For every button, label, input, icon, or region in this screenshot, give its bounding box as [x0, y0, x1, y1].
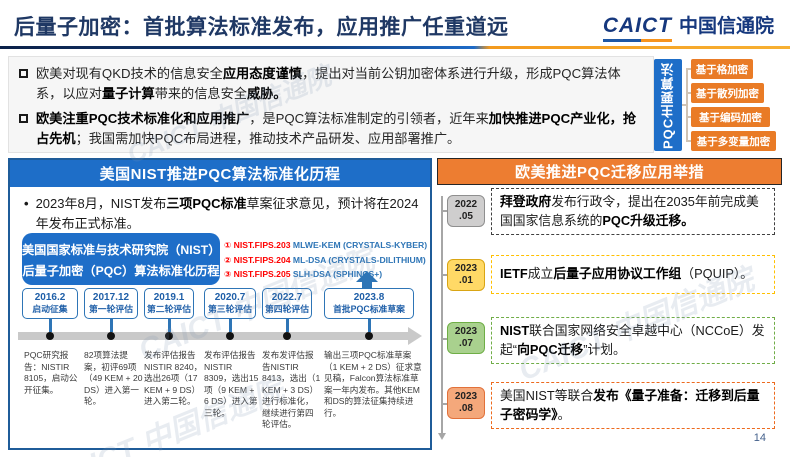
tree-line: [686, 140, 691, 142]
timeline-note: 发布发评估报告NISTIR 8413，选出（1 KEM + 3 DS）进行标准化…: [262, 350, 321, 429]
measure-box: NIST联合国家网络安全卓越中心（NCCoE）发起“向PQC迁移”计划。: [491, 317, 775, 364]
pqc-migration-panel: 欧美推进PQC迁移应用举措 2022 .05 拜登政府发布行政令，提出在2035…: [437, 158, 782, 450]
down-arrow-icon: [438, 433, 446, 440]
tree-line: [686, 116, 691, 118]
timeline-note: 输出三项PQC标准草案（1 KEM + 2 DS）征求意见稿，Falcon算法标…: [324, 350, 422, 418]
bullet-item: 欧美注重PQC技术标准化和应用推广，是PQC算法标准制定的引领者，近年来加快推进…: [19, 109, 643, 149]
fips-item: ② NIST.FIPS.204 ML-DSA (CRYSTALS-DILITHI…: [224, 254, 426, 265]
timeline-bar: [18, 332, 410, 340]
page-number: 14: [753, 432, 766, 444]
fips-item: ③ NIST.FIPS.205 SLH-DSA (SPHINCS+): [224, 269, 383, 279]
up-arrow-shaft: [362, 281, 372, 290]
timeline-note: 发布评估报告NISTIR 8309，选出15项（9 KEM + 6 DS）进入第…: [204, 350, 259, 418]
timeline-stem: [49, 319, 52, 338]
timeline-dot: [107, 332, 115, 340]
nist-box-line2: 后量子加密（PQC）算法标准化历程: [22, 263, 220, 278]
circled-number-icon: ②: [224, 254, 232, 265]
tree-line: [686, 69, 688, 141]
timeline-dot: [46, 332, 54, 340]
nist-standardization-panel: 美国NIST推进PQC算法标准化历程 • 2023年8月，NIST发布三项PQC…: [8, 158, 432, 450]
timeline-note: 82项算法提案，初评69项（49 KEM + 20 DS）进入第一轮。: [84, 350, 143, 406]
milestone-2022: 2022.7 第四轮评估: [262, 288, 312, 319]
tree-line: [686, 92, 691, 94]
right-panel-title: 欧美推进PQC迁移应用举措: [437, 158, 782, 185]
pqc-main-algorithms-label: PQC主要算法: [654, 59, 682, 151]
summary-panel: 欧美对现有QKD技术的信息安全应用态度谨慎，提出对当前公钥加密体系进行升级，形成…: [8, 56, 654, 153]
connector-line: [442, 403, 448, 405]
circled-number-icon: ③: [224, 269, 232, 279]
tree-line: [686, 68, 691, 70]
algo-leaf-multivariate: 基于多变量加密: [691, 131, 776, 151]
timeline-dot: [165, 332, 173, 340]
timeline-stem: [368, 319, 371, 338]
square-bullet-icon: [19, 69, 28, 78]
up-arrow-icon: [356, 271, 378, 282]
caict-logo: CAICT 中国信通院: [602, 11, 774, 42]
timeline-arrow-icon: [408, 327, 422, 345]
algo-leaf-lattice: 基于格加密: [691, 59, 753, 79]
milestone-2019: 2019.1 第二轮评估: [144, 288, 194, 319]
caict-logo-cn: 中国信通院: [678, 16, 774, 37]
timeline-stem: [229, 319, 232, 338]
timeline-dot: [365, 332, 373, 340]
date-chip: 2023 .01: [447, 259, 485, 291]
algo-leaf-hash: 基于散列加密: [691, 83, 764, 103]
milestone-2020: 2020.7 第三轮评估: [204, 288, 256, 319]
measure-box: IETF成立后量子应用协议工作组（PQUIP）。: [491, 255, 775, 294]
connector-line: [442, 274, 448, 276]
circled-number-icon: ①: [224, 240, 232, 250]
nist-title-box: 美国国家标准与技术研究院（NIST） 后量子加密（PQC）算法标准化历程: [22, 233, 220, 285]
dot-bullet-icon: •: [24, 196, 29, 211]
square-bullet-icon: [19, 114, 28, 123]
timeline-note: 发布评估报告NISTIR 8240，选出26项（17 KEM + 9 DS）进入…: [144, 350, 203, 406]
left-panel-bullet: • 2023年8月，NIST发布三项PQC标准草案征求意见，预计将在2024年发…: [20, 194, 424, 234]
caict-logo-text: CAICT: [602, 14, 672, 42]
timeline-dot: [226, 332, 234, 340]
nist-box-line1: 美国国家标准与技术研究院（NIST）: [22, 242, 221, 257]
measure-box: 美国NIST等联合发布《量子准备：迁移到后量子密码学》。: [491, 382, 775, 429]
connector-line: [442, 210, 448, 212]
timeline-note: PQC研究报告：NISTIR 8105，启动公开征集。: [24, 350, 78, 395]
milestone-2016: 2016.2 启动征集: [22, 288, 78, 319]
date-chip: 2023 .08: [447, 387, 485, 419]
bullet-text: 欧美注重PQC技术标准化和应用推广，是PQC算法标准制定的引领者，近年来加快推进…: [36, 111, 637, 146]
timeline-stem: [110, 319, 113, 338]
measure-box: 拜登政府发布行政令，提出在2035年前完成美国国家信息系统的PQC升级迁移。: [491, 188, 775, 235]
left-panel-bullet-text: 2023年8月，NIST发布三项PQC标准草案征求意见，预计将在2024年发布正…: [35, 196, 419, 231]
header-divider: [0, 46, 790, 49]
timeline-stem: [168, 319, 171, 338]
algo-leaf-code: 基于编码加密: [691, 107, 770, 127]
timeline-dot: [283, 332, 291, 340]
measures-timeline-line: [441, 196, 443, 434]
milestone-2023: 2023.8 首批PQC标准草案: [324, 288, 414, 319]
milestone-2017: 2017.12 第一轮评估: [84, 288, 138, 319]
bullet-item: 欧美对现有QKD技术的信息安全应用态度谨慎，提出对当前公钥加密体系进行升级，形成…: [19, 64, 643, 104]
connector-line: [442, 338, 448, 340]
fips-item: ① NIST.FIPS.203 MLWE-KEM (CRYSTALS-KYBER…: [224, 240, 428, 250]
timeline-stem: [286, 319, 289, 338]
fips-standards-list: ① NIST.FIPS.203 MLWE-KEM (CRYSTALS-KYBER…: [224, 238, 430, 282]
date-chip: 2023 .07: [447, 322, 485, 354]
page-title: 后量子加密：首批算法标准发布，应用推广任重道远: [14, 16, 509, 39]
left-panel-title: 美国NIST推进PQC算法标准化历程: [10, 160, 430, 187]
date-chip: 2022 .05: [447, 195, 485, 227]
bullet-text: 欧美对现有QKD技术的信息安全应用态度谨慎，提出对当前公钥加密体系进行升级，形成…: [36, 66, 621, 101]
tree-line: [682, 104, 687, 106]
